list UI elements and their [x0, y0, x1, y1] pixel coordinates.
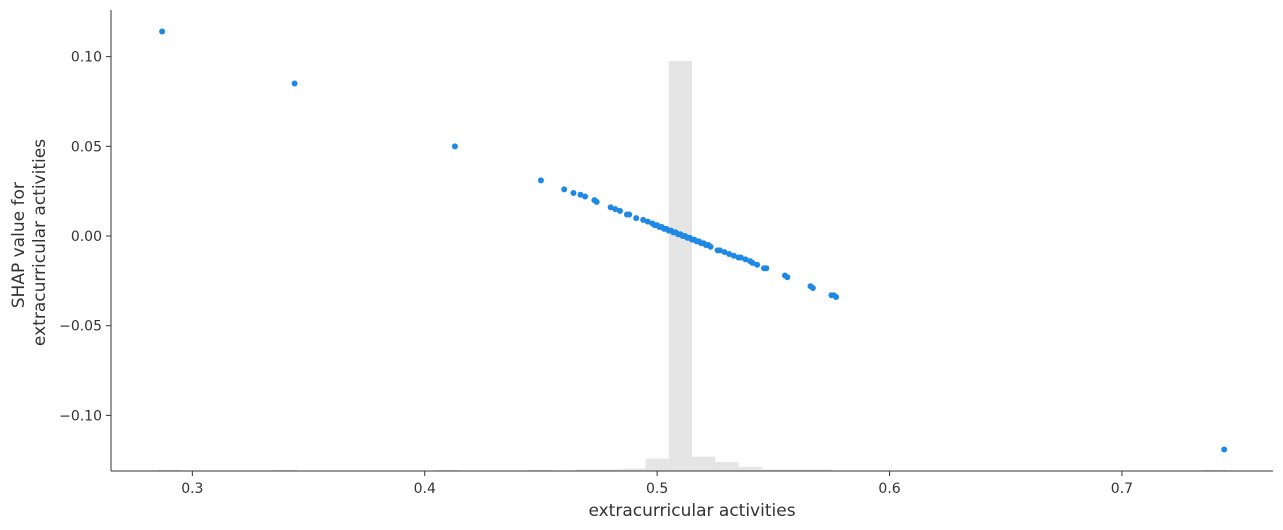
scatter-point-46 [721, 249, 728, 256]
histogram-bar-5 [622, 468, 646, 471]
scatter-point-7 [582, 193, 589, 200]
scatter-point-60 [809, 285, 816, 292]
scatter-point-51 [742, 256, 749, 263]
scatter-point-47 [726, 250, 733, 257]
y-tick-label-3: −0.05 [59, 319, 102, 335]
y-axis-label-line-1: SHAP value for [9, 182, 29, 308]
histogram-layer [157, 61, 1227, 471]
histogram-bar-6 [645, 458, 669, 471]
scatter-point-14 [626, 211, 633, 218]
scatter-point-63 [833, 294, 840, 301]
x-tick-label-3: 0.6 [878, 481, 900, 497]
x-tick-label-0: 0.3 [181, 481, 203, 497]
scatter-point-1 [291, 80, 298, 87]
x-axis-label: extracurricular activities [588, 501, 795, 521]
scatter-point-54 [754, 261, 761, 268]
histogram-bar-10 [738, 466, 762, 471]
y-tick-label-1: 0.05 [71, 139, 102, 155]
scatter-points [159, 28, 1228, 453]
scatter-point-64 [1221, 446, 1228, 453]
scatter-point-53 [749, 259, 756, 266]
histogram-bar-11 [761, 469, 809, 471]
scatter-point-15 [633, 215, 640, 222]
histogram-bar-9 [715, 461, 739, 471]
y-tick-label-0: 0.10 [71, 50, 102, 66]
scatter-point-12 [616, 207, 623, 214]
histogram-bar-12 [808, 469, 832, 471]
scatter-point-3 [537, 177, 544, 184]
scatter-point-10 [607, 204, 614, 211]
histogram-bar-8 [692, 456, 716, 471]
scatter-point-16 [640, 216, 647, 223]
y-tick-label-4: −0.10 [59, 408, 102, 424]
x-axis-ticks: 0.3 0.4 0.5 0.6 0.7 [181, 471, 1133, 497]
scatter-point-48 [730, 252, 737, 259]
scatter-point-56 [763, 265, 770, 272]
scatter-point-45 [716, 247, 723, 254]
scatter-point-5 [570, 189, 577, 196]
histogram-bar-4 [575, 469, 623, 471]
scatter-point-9 [593, 198, 600, 205]
y-axis-label: SHAP value for extracurricular activitie… [9, 139, 50, 346]
y-tick-label-2: 0.00 [71, 229, 102, 245]
scatter-point-43 [707, 243, 714, 250]
scatter-point-4 [561, 186, 568, 193]
x-tick-label-1: 0.4 [414, 481, 436, 497]
x-tick-label-4: 0.7 [1111, 481, 1133, 497]
scatter-point-11 [612, 206, 619, 213]
y-axis-ticks: 0.10 0.05 0.00 −0.05 −0.10 [59, 50, 111, 424]
scatter-point-50 [737, 254, 744, 261]
scatter-point-6 [577, 191, 584, 198]
scatter-point-0 [159, 28, 166, 35]
scatter-point-2 [451, 143, 458, 150]
scatter-point-58 [784, 274, 791, 281]
scatter-point-17 [644, 218, 651, 225]
x-tick-label-2: 0.5 [646, 481, 668, 497]
y-axis-label-line-2: extracurricular activities [30, 139, 50, 346]
histogram-bar-7 [668, 61, 692, 471]
